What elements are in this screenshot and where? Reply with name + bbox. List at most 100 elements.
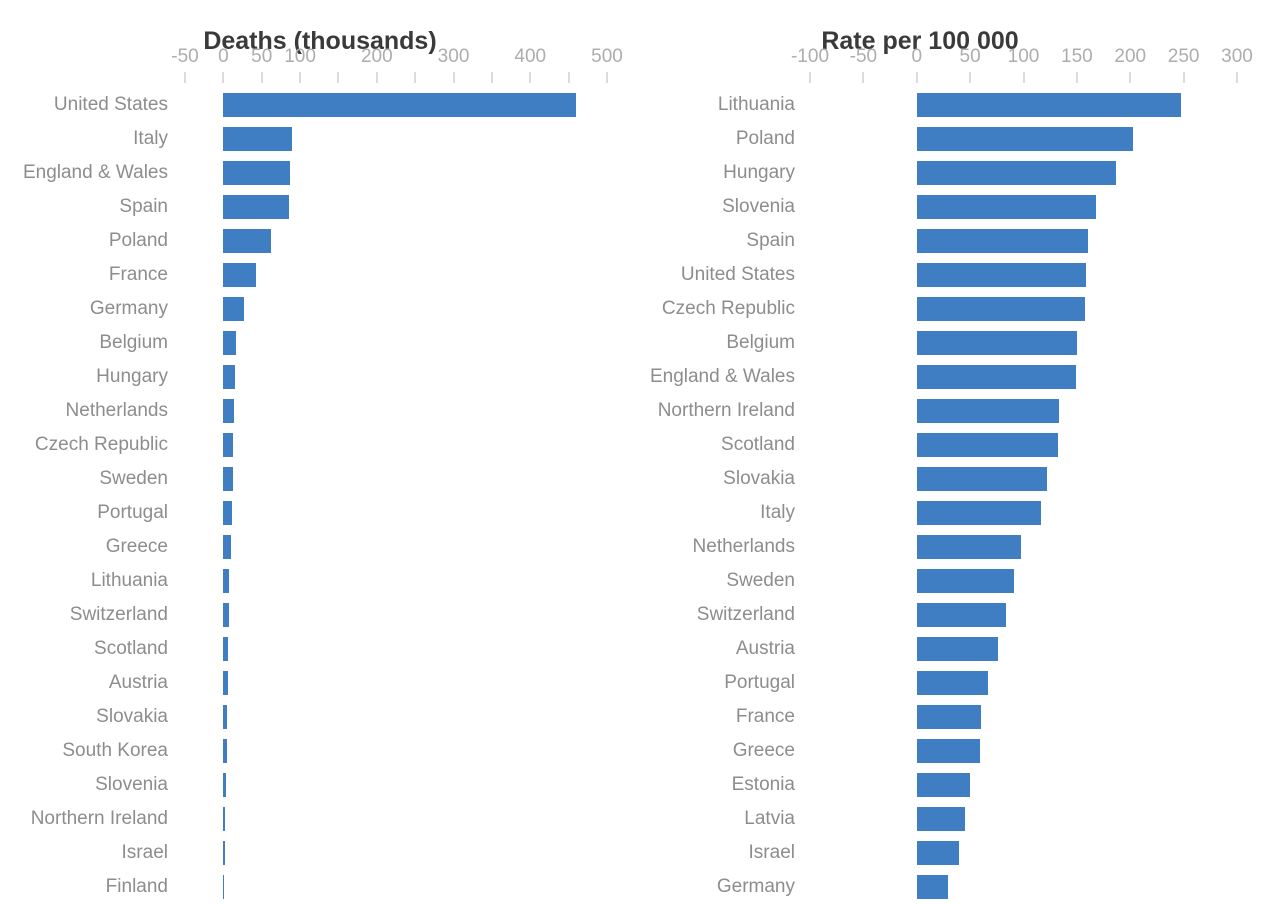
bar xyxy=(223,297,245,321)
bar xyxy=(916,739,980,763)
axis-tick-label: -50 xyxy=(171,46,199,67)
bar xyxy=(916,569,1014,593)
bar xyxy=(223,127,293,151)
category-label: Poland xyxy=(108,230,168,251)
bar xyxy=(916,841,960,865)
bar xyxy=(916,603,1007,627)
bar xyxy=(916,229,1088,253)
bar xyxy=(223,161,291,185)
bar xyxy=(223,229,271,253)
category-label: Netherlands xyxy=(65,400,168,421)
axis-tick-mark xyxy=(375,72,378,83)
category-label: South Korea xyxy=(62,740,168,761)
category-label: Lithuania xyxy=(90,570,168,591)
axis-tick-label: -100 xyxy=(790,46,830,67)
axis-tick-mark xyxy=(414,72,417,83)
bar xyxy=(916,195,1097,219)
category-label: Hungary xyxy=(96,366,168,387)
bar xyxy=(916,705,981,729)
category-label: Sweden xyxy=(726,570,795,591)
category-label: Poland xyxy=(735,128,795,149)
axis-tick-label: 200 xyxy=(1114,46,1147,67)
bar xyxy=(223,535,231,559)
category-label: Portugal xyxy=(97,502,168,523)
chart-title-deaths: Deaths (thousands) xyxy=(203,26,437,55)
bar xyxy=(916,127,1134,151)
category-label: Finland xyxy=(105,876,168,897)
plot-area xyxy=(185,88,607,904)
category-label: Israel xyxy=(748,842,795,863)
axis-tick-mark xyxy=(529,72,532,83)
category-label: Germany xyxy=(89,298,168,319)
chart-panel-rate: Rate per 100 000 -100 -50 0 50 100 150 200 250 3… xyxy=(640,0,1280,904)
chart-panel-deaths: Deaths (thousands) -50 0 50 100 200 300 400 500… xyxy=(22,26,623,904)
axis-tick-label: -50 xyxy=(849,46,878,67)
axis-tick-mark xyxy=(1182,72,1185,83)
category-label: Scotland xyxy=(721,434,795,455)
axis-tick-mark xyxy=(1236,72,1238,83)
bar xyxy=(223,365,235,389)
category-label: France xyxy=(735,706,795,727)
bar xyxy=(916,501,1041,525)
bar xyxy=(223,705,228,729)
bar xyxy=(916,467,1047,491)
chart-title-rate: Rate per 100 000 xyxy=(821,26,1019,55)
axis-tick-mark xyxy=(809,72,811,83)
category-label: Belgium xyxy=(726,332,795,353)
axis-tick-mark xyxy=(1129,72,1132,83)
bar xyxy=(916,637,998,661)
axis-tick-mark xyxy=(862,72,865,83)
category-label: Greece xyxy=(732,740,795,761)
bar xyxy=(223,875,225,899)
category-label: Northern Ireland xyxy=(657,400,795,421)
category-label: Czech Republic xyxy=(661,298,795,319)
category-label: Spain xyxy=(119,196,168,217)
category-label: Switzerland xyxy=(696,604,795,625)
axis-tick-mark xyxy=(452,72,455,83)
axis-tick-mark xyxy=(490,72,493,83)
bar xyxy=(223,93,577,117)
category-label: Italy xyxy=(133,128,168,149)
category-label: Northern Ireland xyxy=(30,808,168,829)
category-label: Latvia xyxy=(744,808,795,829)
bar xyxy=(223,433,234,457)
category-label: Netherlands xyxy=(692,536,795,557)
category-label: Spain xyxy=(746,230,795,251)
category-label: England & Wales xyxy=(22,162,168,183)
category-label: Italy xyxy=(760,502,795,523)
category-label: United States xyxy=(53,94,168,115)
category-label: Scotland xyxy=(94,638,168,659)
axis-tick-mark xyxy=(969,72,972,83)
axis-tick-label: 100 xyxy=(1007,46,1040,67)
axis-tick-label: 0 xyxy=(218,46,229,67)
bar xyxy=(916,263,1087,287)
axis-tick-mark xyxy=(1075,72,1078,83)
axis-tick-mark xyxy=(184,72,186,83)
category-label: Lithuania xyxy=(717,94,795,115)
category-label: Israel xyxy=(121,842,168,863)
bar xyxy=(916,161,1117,185)
axis-tick-label: 50 xyxy=(251,46,273,67)
bar xyxy=(223,671,228,695)
axis-tick-label: 400 xyxy=(514,46,547,67)
axis-tick-label: 150 xyxy=(1061,46,1093,67)
category-label: Czech Republic xyxy=(34,434,168,455)
bar xyxy=(223,637,229,661)
axis-tick-mark xyxy=(337,72,340,83)
category-label: Estonia xyxy=(731,774,795,795)
axis-tick-mark xyxy=(1022,72,1025,83)
axis-tick-label: 200 xyxy=(360,46,393,67)
bar xyxy=(223,331,237,355)
category-label: Sweden xyxy=(99,468,168,489)
bar xyxy=(223,773,226,797)
axis-tick-mark xyxy=(260,72,263,83)
bar xyxy=(223,569,230,593)
category-label: Hungary xyxy=(723,162,795,183)
axis-tick-mark xyxy=(915,72,918,83)
bar xyxy=(916,875,948,899)
category-label: Portugal xyxy=(724,672,795,693)
bar xyxy=(223,399,235,423)
bar xyxy=(223,841,225,865)
axis-tick-mark xyxy=(567,72,570,83)
category-label: Austria xyxy=(735,638,795,659)
